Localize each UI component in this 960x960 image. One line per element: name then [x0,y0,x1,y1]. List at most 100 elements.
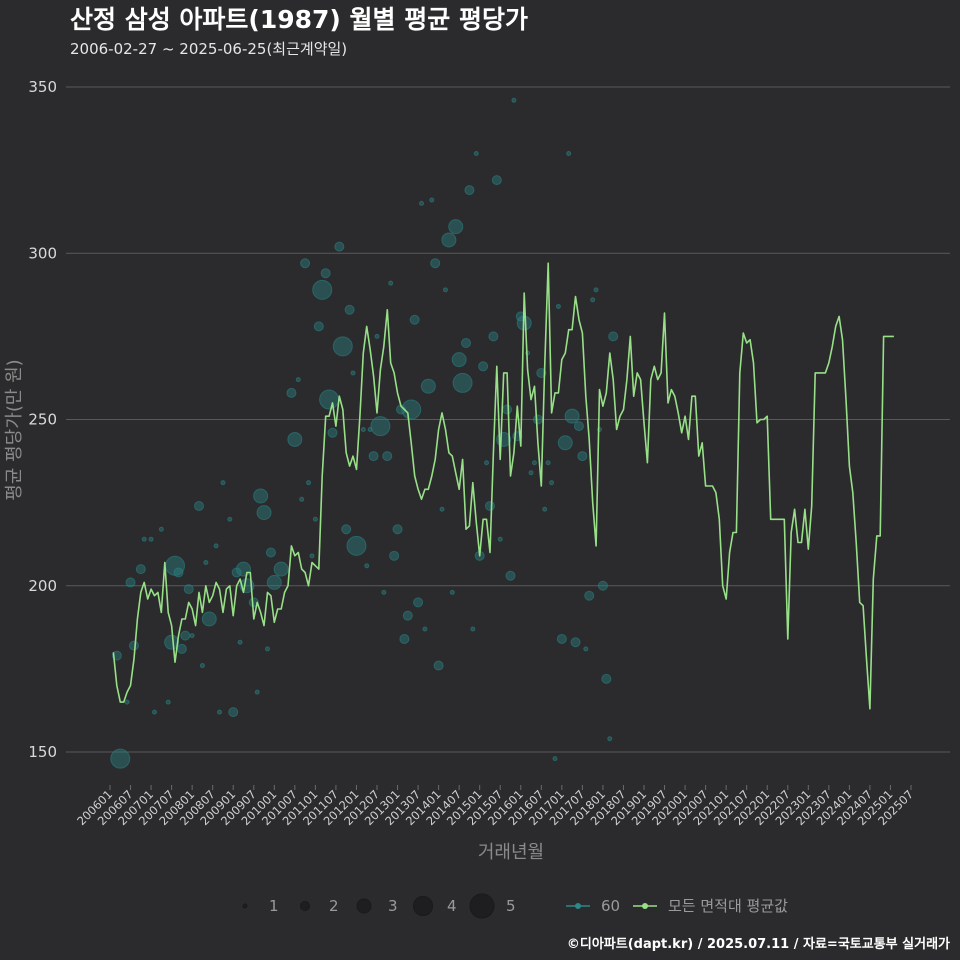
y-tick-label: 350 [28,78,57,96]
scatter-point [593,287,599,293]
scatter-point [125,577,136,588]
scatter-point [430,258,441,269]
scatter-point [542,506,548,512]
scatter-point [381,589,387,595]
scatter-point [309,553,315,559]
scatter-point [511,97,517,103]
y-axis-label: 평균 평당가(만 원) [4,359,25,500]
size-legend-label: 2 [329,897,339,915]
scatter-point [320,268,331,279]
scatter-point [128,640,139,651]
y-axis-ticks: 150 200 250 300 350 [28,78,57,761]
size-legend-label: 1 [269,897,279,915]
scatter-point [189,633,195,639]
scatter-point [374,333,380,339]
scatter-point [180,630,191,641]
scatter-point [332,336,353,357]
size-legend-label: 3 [388,897,398,915]
size-legend-marker [300,901,310,911]
scatter-point [464,185,475,196]
scatter-point [110,748,131,769]
scatter-point [448,219,464,235]
size-legend-marker [413,896,433,916]
scatter-point [420,378,436,394]
scatter-series [110,97,619,769]
scatter-point [152,709,157,715]
scatter-point [287,431,303,447]
scatter-point [484,460,490,466]
scatter-point [597,580,608,591]
scatter-point [236,561,251,577]
scatter-point [555,303,561,309]
scatter-point [536,367,547,378]
scatter-point [401,399,422,420]
y-tick-label: 250 [28,411,57,429]
scatter-point [607,736,613,742]
scatter-point [254,689,260,695]
scatter-point [237,639,243,645]
scatter-point [549,480,555,486]
scatter-point [452,372,473,393]
scatter-point [442,287,448,293]
size-legend-marker [469,893,495,919]
scatter-point [389,550,400,561]
scatter-point [461,338,471,349]
scatter-point [176,643,187,654]
scatter-point [566,151,572,156]
scatter-point [124,699,130,705]
scatter-point [502,404,513,415]
scatter-point [590,297,596,303]
series-line-average [112,262,894,710]
scatter-point [173,567,184,578]
scatter-point [256,505,272,521]
scatter-point [368,451,379,462]
scatter-point [360,426,366,432]
scatter-point [299,496,305,502]
scatter-point [399,633,410,644]
scatter-point [505,570,516,581]
scatter-point [217,709,223,715]
scatter-point [370,416,391,437]
scatter-point [470,626,476,632]
scatter-point [312,516,318,522]
scatter-point [564,408,580,424]
scatter-point [570,637,581,648]
scatter-point [488,331,499,342]
scatter-point [306,480,312,486]
scatter-point [300,258,311,269]
x-axis-label: 거래년월 [478,842,544,863]
scatter-point [165,699,171,705]
scatter-point [253,488,269,504]
scatter-point [319,389,340,410]
y-tick-label: 300 [28,244,57,262]
scatter-point [413,597,424,608]
line-legend-dot [575,903,581,909]
scatter-point [273,561,289,577]
scatter-point [327,427,338,438]
scatter-point [532,414,543,425]
scatter-point [409,314,420,325]
scatter-point [135,564,146,575]
scatter-point [313,321,324,332]
scatter-point [265,547,276,558]
scatter-point [344,304,355,315]
chart-title: 산정 삼성 아파트(1987) 월별 평균 평당가 [70,5,528,34]
y-tick-label: 150 [28,743,57,761]
scatter-point [203,559,209,565]
source-caption: ©디아파트(dapt.kr) / 2025.07.11 / 자료=국토교통부 실… [567,936,950,952]
scatter-point [531,460,537,466]
scatter-point [545,460,551,466]
scatter-point [439,506,445,512]
scatter-point [199,663,205,669]
scatter-point [583,646,589,652]
scatter-point [429,197,435,203]
size-legend-label: 5 [506,897,516,915]
line-series [112,262,894,710]
scatter-point [295,377,301,383]
scatter-point [220,480,226,486]
scatter-point [164,634,180,650]
scatter-point [528,470,534,476]
scatter-point [148,536,154,542]
scatter-point [484,500,495,511]
